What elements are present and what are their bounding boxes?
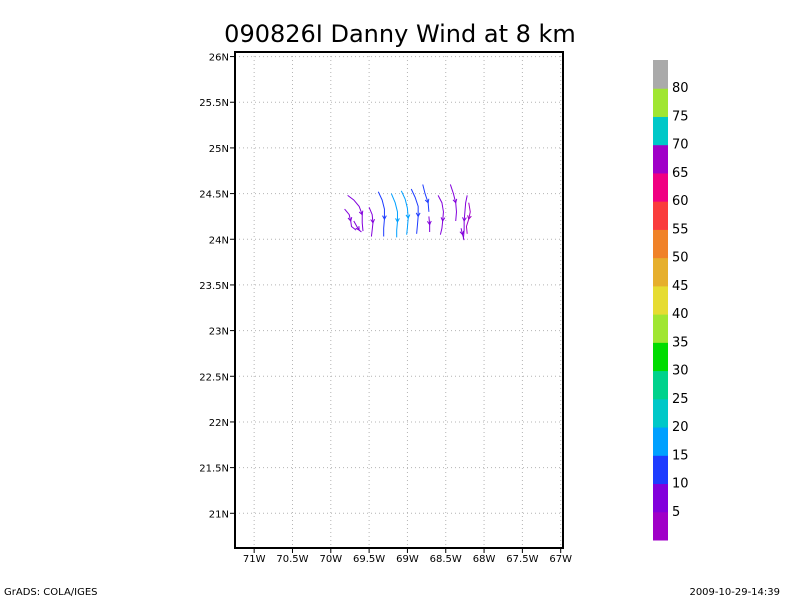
streamline-arrow-9 [427, 220, 432, 226]
streamline-arrow-12 [462, 217, 467, 223]
colorbar-label: 45 [672, 279, 689, 294]
streamline-arrow-10 [440, 217, 446, 223]
y-tick-label: 22N [209, 418, 229, 429]
colorbar-label: 25 [672, 392, 689, 407]
streamline-7 [410, 188, 419, 234]
y-tick-label: 21N [209, 509, 229, 520]
colorbar-segment-13 [653, 144, 668, 174]
colorbar-label: 70 [672, 138, 689, 153]
y-tick-label: 25.5N [199, 98, 229, 109]
streamline-arrow-8 [424, 198, 430, 204]
streamline-arrow-7 [415, 212, 421, 218]
streamline-arrow-13 [467, 215, 472, 221]
streamline-0 [347, 195, 364, 232]
streamline-10 [437, 195, 444, 235]
colorbar-segment-10 [653, 229, 668, 259]
streamline-arrow-2 [355, 226, 360, 232]
colorbar-label: 65 [672, 166, 689, 181]
x-tick-label: 67.5W [506, 554, 538, 565]
colorbar-segment-9 [653, 257, 668, 287]
y-tick-label: 23.5N [199, 281, 229, 292]
y-tick-label: 24N [209, 235, 229, 246]
colorbar-label: 50 [672, 251, 689, 266]
colorbar-segment-0 [653, 511, 668, 541]
streamline-5 [390, 193, 398, 238]
streamline-arrow-3 [370, 218, 375, 224]
streamline-arrow-0 [358, 210, 364, 216]
colorbar: 5 10 15 20 25 30 35 40 45 50 55 60 65 70 75 80 [653, 60, 689, 541]
y-tick-label: 22.5N [199, 372, 229, 383]
y-tick-label: 24.5N [199, 190, 229, 201]
y-tick-label: 26N [209, 53, 229, 64]
plot-frame [234, 51, 564, 549]
x-tick-label: 69.5W [353, 554, 385, 565]
streamline-arrow-1 [347, 216, 353, 223]
colorbar-label: 60 [672, 194, 689, 209]
y-tick-label: 25N [209, 144, 229, 155]
streamline-1 [344, 208, 357, 231]
y-tick-label: 21.5N [199, 464, 229, 475]
streamline-arrow-14 [459, 230, 465, 236]
colorbar-label: 30 [672, 364, 689, 379]
footer-credit: GrADS: COLA/IGES [4, 587, 98, 598]
x-tick-label: 71W [243, 554, 266, 565]
chart-title: 090826I Danny Wind at 8 km [224, 20, 576, 48]
colorbar-segment-5 [653, 370, 668, 400]
colorbar-segment-14 [653, 116, 668, 146]
streamline-4 [377, 191, 385, 237]
colorbar-label: 40 [672, 307, 689, 322]
streamline-2 [353, 220, 362, 233]
x-tick-label: 69W [396, 554, 419, 565]
colorbar-label: 20 [672, 420, 689, 435]
streamline-12 [462, 195, 468, 240]
x-tick-label: 70.5W [276, 554, 308, 565]
colorbar-segment-11 [653, 201, 668, 230]
colorbar-segment-6 [653, 342, 668, 372]
colorbar-segment-3 [653, 427, 668, 456]
colorbar-segment-1 [653, 483, 668, 513]
colorbar-segment-16 [653, 60, 668, 89]
x-tick-label: 68W [473, 554, 496, 565]
colorbar-label: 15 [672, 448, 689, 463]
colorbar-segment-12 [653, 172, 668, 202]
colorbar-label: 35 [672, 335, 689, 350]
colorbar-label: 5 [672, 505, 680, 520]
y-axis-ticks: 21N 21.5N 22N 22.5N 23N 23.5N 24N 24.5N 25N 25.5N… [199, 53, 235, 520]
streamline-6 [400, 190, 409, 235]
colorbar-segment-4 [653, 398, 668, 428]
x-tick-label: 67W [549, 554, 572, 565]
streamline-arrow-6 [405, 214, 411, 220]
colorbar-segment-7 [653, 314, 668, 343]
x-tick-label: 68.5W [430, 554, 462, 565]
footer-timestamp: 2009-10-29-14:39 [689, 587, 780, 598]
colorbar-label: 10 [672, 477, 689, 492]
colorbar-label: 55 [672, 222, 689, 237]
streamline-8 [422, 184, 430, 212]
colorbar-segment-8 [653, 285, 668, 315]
colorbar-segment-2 [653, 455, 668, 485]
streamline-arrow-4 [382, 215, 387, 221]
streamline-arrow-5 [395, 218, 400, 223]
colorbar-label: 80 [672, 81, 689, 96]
streamline-layer [344, 184, 472, 241]
colorbar-segment-15 [653, 88, 668, 117]
x-axis-ticks: 71W 70.5W 70W 69.5W 69W 68.5W 68W 67.5W 67W [243, 548, 572, 565]
x-tick-label: 70W [319, 554, 342, 565]
colorbar-label: 75 [672, 109, 689, 124]
grid-lines [235, 52, 563, 548]
y-tick-label: 23N [209, 327, 229, 338]
streamline-arrow-11 [452, 198, 458, 204]
